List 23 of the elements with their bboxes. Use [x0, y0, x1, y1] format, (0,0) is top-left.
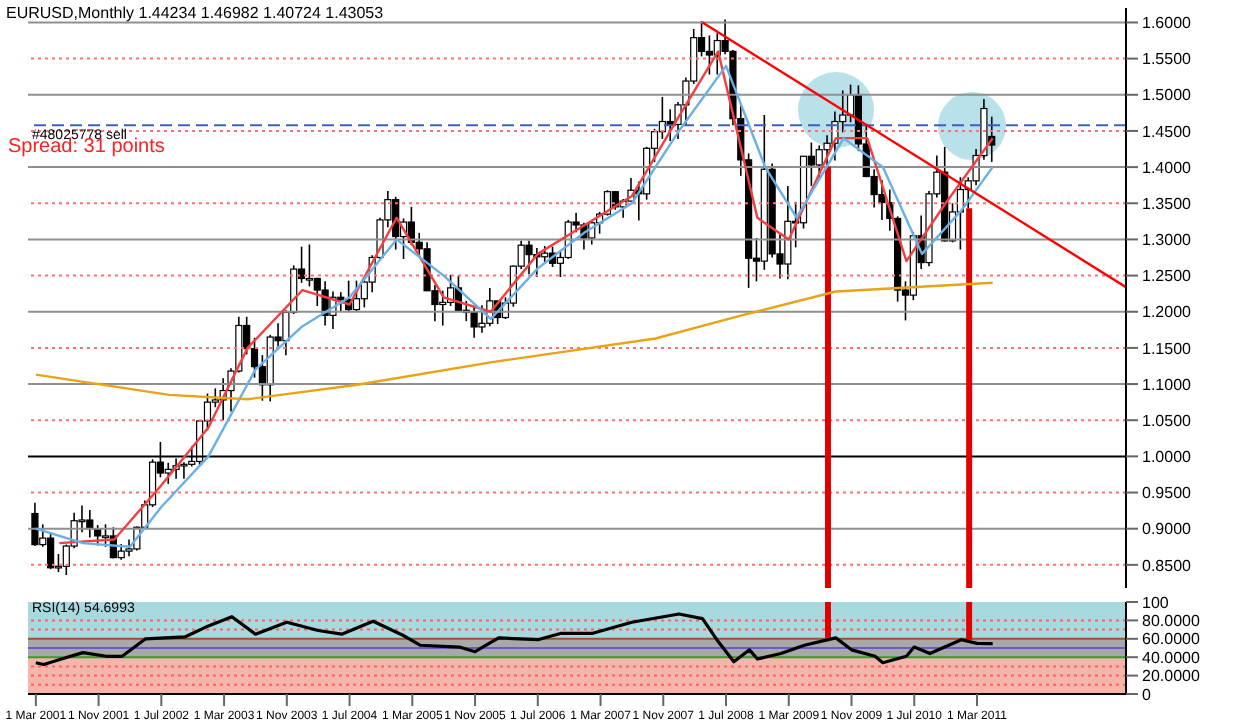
chart-title: EURUSD,Monthly 1.44234 1.46982 1.40724 1.43053 — [6, 4, 384, 22]
y-tick-label: 20.0000 — [1142, 667, 1201, 686]
y-tick-label: 1.5500 — [1142, 50, 1193, 69]
y-tick-label: 0.9000 — [1142, 520, 1193, 539]
y-tick-label: 0 — [1142, 685, 1152, 704]
y-tick-label: 1.4500 — [1142, 122, 1193, 141]
y-tick-label: 0.9500 — [1142, 484, 1193, 503]
y-tick-label: 1.5000 — [1142, 86, 1193, 105]
y-tick-label: 100 — [1142, 593, 1170, 612]
y-tick-label: 1.6000 — [1142, 14, 1193, 33]
y-tick-label: 1.0000 — [1142, 448, 1193, 467]
y-tick-label: 1.2500 — [1142, 267, 1193, 286]
y-tick-label: 60.0000 — [1142, 630, 1201, 649]
y-tick-label: 1.4000 — [1142, 158, 1193, 177]
y-tick-label: 80.0000 — [1142, 612, 1201, 631]
y-tick-label: 1.2000 — [1142, 303, 1193, 322]
y-tick-label: 1.1500 — [1142, 339, 1193, 358]
y-tick-label: 1.0500 — [1142, 411, 1193, 430]
y-tick-label: 1.1000 — [1142, 375, 1193, 394]
y-tick-label: 0.8500 — [1142, 556, 1193, 575]
y-tick-label: 1.3500 — [1142, 194, 1193, 213]
y-tick-label: 40.0000 — [1142, 648, 1201, 667]
y-tick-label: 1.3000 — [1142, 231, 1193, 250]
